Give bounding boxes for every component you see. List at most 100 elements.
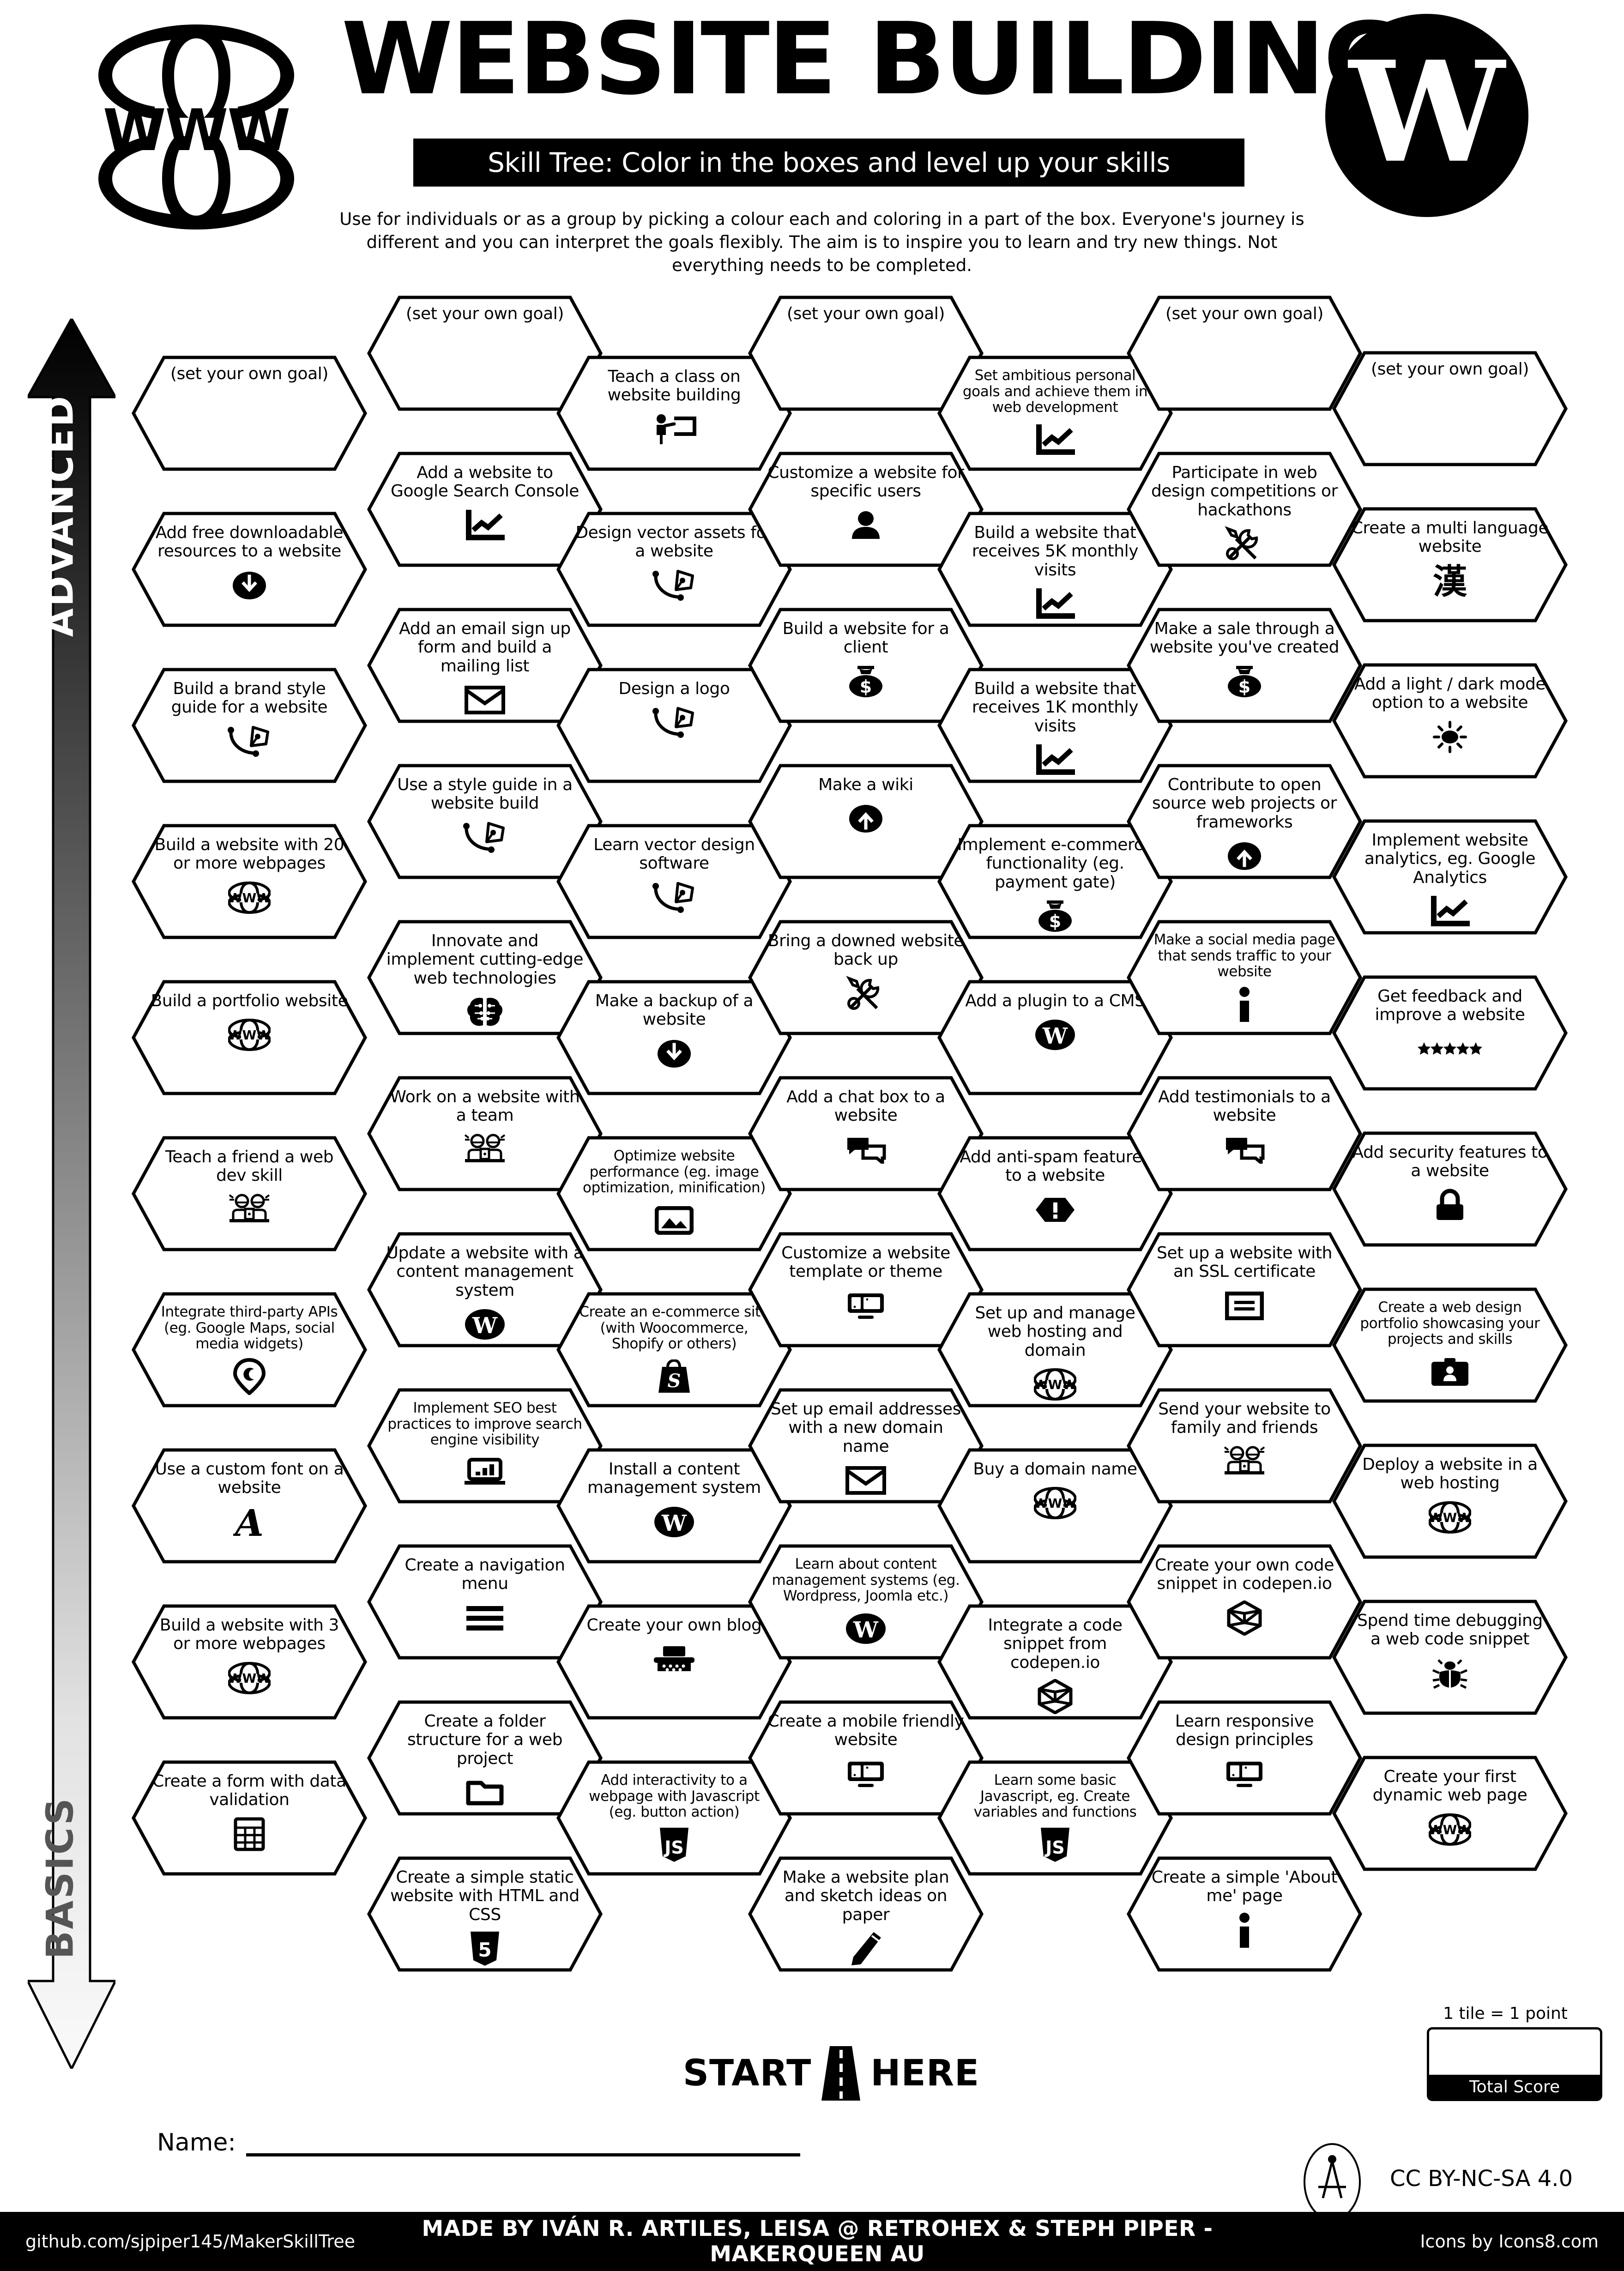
icons-credit[interactable]: Icons by Icons8.com [1420, 2231, 1599, 2252]
skill-hex-tile[interactable]: Implement SEO best practices to improve … [367, 1388, 603, 1504]
skill-hex-tile[interactable]: Integrate a code snippet from codepen.io [937, 1604, 1173, 1720]
skill-hex-tile[interactable]: Participate in web design competitions o… [1127, 452, 1362, 567]
skill-hex-tile[interactable]: Create your own code snippet in codepen.… [1127, 1544, 1362, 1660]
skill-hex-tile[interactable]: Learn responsive design principles [1127, 1700, 1362, 1816]
hex-outline [132, 1136, 367, 1251]
skill-hex-tile[interactable]: (set your own goal) [1332, 351, 1568, 466]
skill-hex-tile[interactable]: Set ambitious personal goals and achieve… [937, 356, 1173, 471]
skill-label: Customize a website template or theme [781, 1244, 950, 1281]
monitor-icon [846, 1754, 886, 1794]
skill-hex-tile[interactable]: Set up a website with an SSL certificate [1127, 1232, 1362, 1347]
skill-hex-tile[interactable]: Make a backup of a website [556, 980, 792, 1095]
svg-text:5: 5 [478, 1939, 491, 1961]
www-icon: WWW [1428, 1810, 1471, 1849]
skill-hex-tile[interactable]: Create your own blog [556, 1604, 792, 1720]
skill-hex-tile[interactable]: Create an e-commerce site (with Woocomme… [556, 1292, 792, 1407]
money-bag-icon: $ [847, 662, 884, 701]
svg-text:$: $ [860, 676, 872, 697]
skill-hex-tile[interactable]: Build a website with 20 or more webpages… [132, 824, 367, 939]
skill-hex-tile[interactable]: Add interactivity to a webpage with Java… [556, 1760, 792, 1876]
skill-label: Make a website plan and sketch ideas on … [782, 1868, 949, 1924]
skill-hex-tile[interactable]: Learn vector design software [556, 824, 792, 939]
page-title: WEBSITE BUILDING [341, 1, 1407, 117]
skill-hex-tile[interactable]: Create a simple static website with HTML… [367, 1856, 603, 1972]
start-here-marker: START HERE [660, 2046, 1002, 2101]
skill-hex-tile[interactable]: Optimize website performance (eg. image … [556, 1136, 792, 1251]
skill-hex-tile[interactable]: (set your own goal) [367, 296, 603, 411]
hex-outline [1127, 608, 1362, 723]
www-icon: WWW [228, 1015, 271, 1055]
skill-hex-tile[interactable]: Innovate and implement cutting-edge web … [367, 920, 603, 1035]
skill-hex-tile[interactable]: Build a website for a client $ [748, 608, 984, 723]
skill-hex-tile[interactable]: Use a custom font on a website A [132, 1448, 367, 1564]
skill-hex-tile[interactable]: Implement e-commerce functionality (eg. … [937, 824, 1173, 939]
score-note: 1 tile = 1 point [1443, 2004, 1568, 2023]
skill-hex-tile[interactable]: Build a brand style guide for a website [132, 668, 367, 783]
skill-hex-tile[interactable]: (set your own goal) [132, 356, 367, 471]
skill-hex-tile[interactable]: Work on a website with a team [367, 1076, 603, 1191]
skill-hex-tile[interactable]: Make a social media page that sends traf… [1127, 920, 1362, 1035]
skill-hex-tile[interactable]: Build a website with 3 or more webpages W… [132, 1604, 367, 1720]
total-score-box[interactable]: Total Score [1427, 2027, 1602, 2101]
skill-hex-tile[interactable]: Add anti-spam features to a website [937, 1136, 1173, 1251]
skill-hex-tile[interactable]: Add security features to a website [1332, 1131, 1568, 1247]
skill-hex-tile[interactable]: Add a chat box to a website [748, 1076, 984, 1191]
skill-hex-tile[interactable]: (set your own goal) [1127, 296, 1362, 411]
name-label: Name: [157, 2129, 236, 2156]
skill-hex-tile[interactable]: Update a website with a content manageme… [367, 1232, 603, 1347]
skill-hex-tile[interactable]: Create a mobile friendly website [748, 1700, 984, 1816]
skill-hex-tile[interactable]: Add a light / dark mode option to a webs… [1332, 663, 1568, 779]
skill-hex-tile[interactable]: Install a content management system W [556, 1448, 792, 1564]
skill-label: (set your own goal) [1370, 360, 1529, 379]
skill-hex-tile[interactable]: Create your first dynamic web page WWW [1332, 1756, 1568, 1871]
hex-outline [132, 668, 367, 783]
user-icon [849, 506, 882, 545]
skill-hex-tile[interactable]: Customize a website for specific users [748, 452, 984, 567]
skill-hex-tile[interactable]: Make a sale through a website you've cre… [1127, 608, 1362, 723]
brain-icon [465, 992, 504, 1032]
skill-hex-tile[interactable]: Learn about content management systems (… [748, 1544, 984, 1660]
skill-hex-tile[interactable]: Create a simple 'About me' page [1127, 1856, 1362, 1972]
hex-outline [132, 1292, 367, 1407]
download-icon [232, 566, 266, 605]
skill-hex-tile[interactable]: Create a multi language website 漢 [1332, 507, 1568, 622]
skill-label: Implement website analytics, eg. Google … [1364, 831, 1536, 887]
skill-hex-tile[interactable]: Get feedback and improve a website [1332, 975, 1568, 1091]
presenter-icon [652, 410, 696, 449]
skill-hex-tile[interactable]: (set your own goal) [748, 296, 984, 411]
skill-hex-tile[interactable]: Design vector assets for a website [556, 512, 792, 627]
skill-hex-tile[interactable]: Buy a domain name WWW [937, 1448, 1173, 1564]
skill-hex-tile[interactable]: Learn some basic Javascript, eg. Create … [937, 1760, 1173, 1876]
skill-hex-tile[interactable]: Add a website to Google Search Console [367, 452, 603, 567]
skill-hex-tile[interactable]: Send your website to family and friends [1127, 1388, 1362, 1504]
skill-label: Spend time debugging a web code snippet [1357, 1611, 1543, 1649]
wordpress-icon: W [845, 1609, 886, 1649]
skill-hex-tile[interactable]: Teach a friend a web dev skill [132, 1136, 367, 1251]
skill-hex-tile[interactable]: Create a web design portfolio showcasing… [1332, 1287, 1568, 1403]
skill-hex-tile[interactable]: Set up email addresses with a new domain… [748, 1388, 984, 1504]
github-link[interactable]: github.com/sjpiper145/MakerSkillTree [25, 2231, 356, 2252]
js-icon: JS [1039, 1825, 1071, 1865]
codepen-icon [1038, 1677, 1073, 1716]
skill-hex-tile[interactable]: Customize a website template or theme [748, 1232, 984, 1347]
skill-hex-tile[interactable]: Create a form with data validation [132, 1760, 367, 1876]
skill-hex-tile[interactable]: Spend time debugging a web code snippet [1332, 1600, 1568, 1715]
skill-hex-tile[interactable]: Implement website analytics, eg. Google … [1332, 819, 1568, 935]
skill-hex-tile[interactable]: Make a website plan and sketch ideas on … [748, 1856, 984, 1972]
skill-label: (set your own goal) [786, 304, 945, 323]
hex-outline [132, 512, 367, 627]
skill-hex-tile[interactable]: Deploy a website in a web hosting WWW [1332, 1444, 1568, 1559]
skill-hex-tile[interactable]: Build a portfolio website WWW [132, 980, 367, 1095]
skill-hex-tile[interactable]: Add free downloadable resources to a web… [132, 512, 367, 627]
skill-hex-tile[interactable]: Build a website that receives 5K monthly… [937, 512, 1173, 627]
name-input-line[interactable] [246, 2149, 800, 2156]
hex-outline [132, 356, 367, 471]
up-arrow-icon [1227, 836, 1261, 876]
skill-hex-tile[interactable]: Set up and manage web hosting and domain… [937, 1292, 1173, 1407]
skill-hex-tile[interactable]: Add testimonials to a website [1127, 1076, 1362, 1191]
skill-hex-tile[interactable]: Contribute to open source web projects o… [1127, 764, 1362, 879]
www-icon: WWW [1033, 1365, 1076, 1404]
skill-hex-tile[interactable]: Integrate third-party APIs (eg. Google M… [132, 1292, 367, 1407]
name-field-row[interactable]: Name: [157, 2124, 896, 2156]
map-pin-icon [233, 1357, 266, 1396]
